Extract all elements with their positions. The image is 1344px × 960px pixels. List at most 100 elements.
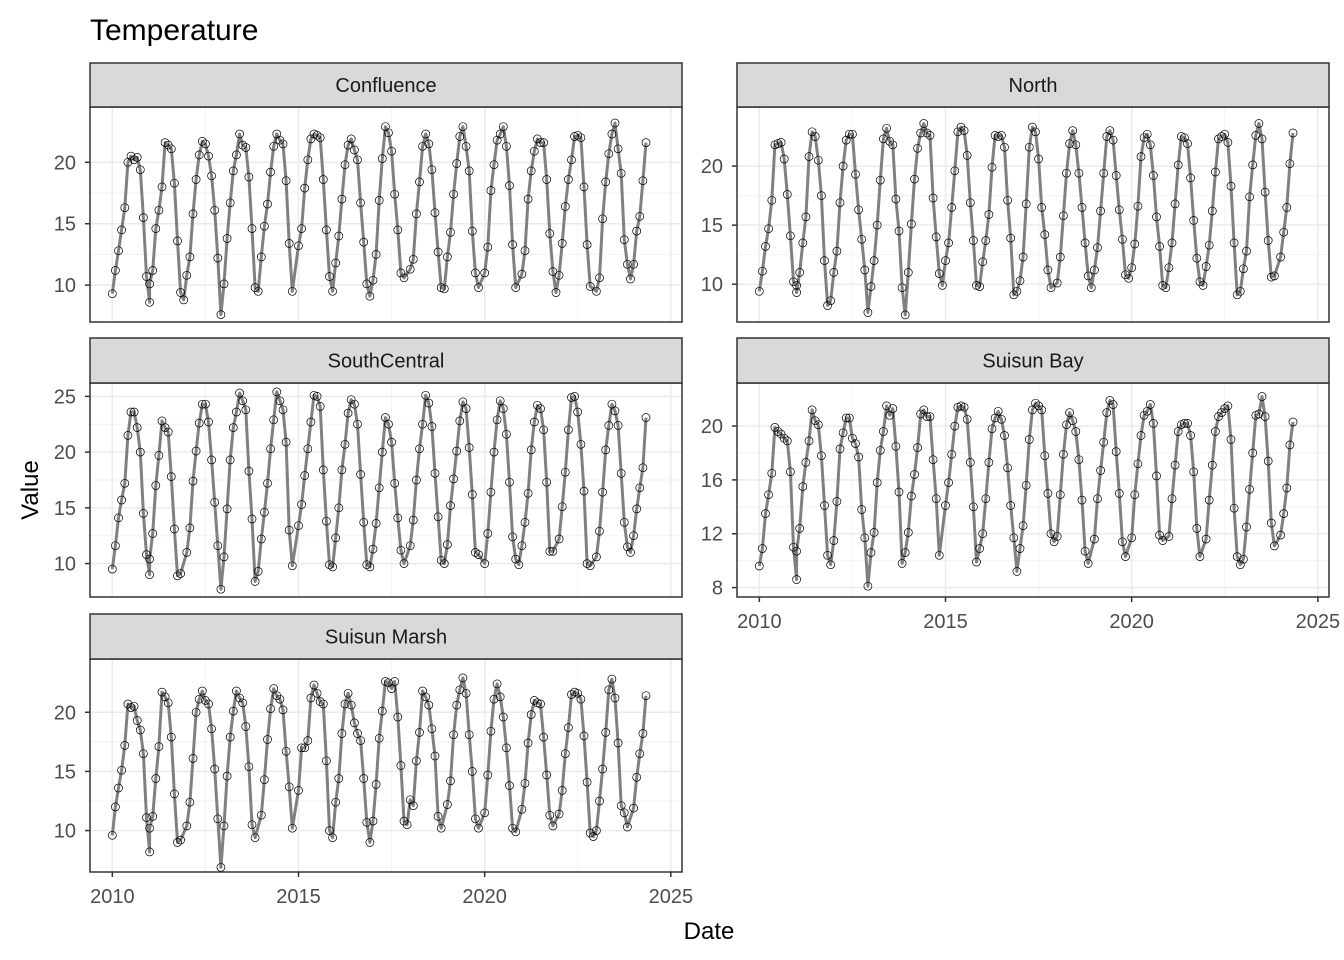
data-point (1086, 283, 1096, 293)
data-point (520, 517, 530, 527)
data-point (616, 168, 626, 178)
data-point (387, 684, 396, 693)
data-point (325, 560, 334, 570)
data-point (439, 559, 449, 568)
data-point (1192, 253, 1202, 263)
data-point (263, 478, 272, 488)
data-point (872, 478, 882, 487)
data-point (117, 225, 126, 235)
data-point (1192, 524, 1202, 533)
data-point (219, 552, 229, 562)
data-point (201, 139, 210, 149)
data-point (318, 699, 328, 709)
data-point (810, 132, 820, 141)
data-point (607, 129, 617, 139)
panel-north: North 10 15 20 (701, 62, 1330, 323)
data-point (256, 534, 266, 544)
data-point (1204, 240, 1214, 250)
data-point (1232, 290, 1242, 300)
data-point (754, 561, 764, 571)
data-point (844, 413, 854, 423)
data-point (947, 449, 957, 459)
data-point (396, 761, 406, 770)
data-point (498, 122, 508, 132)
data-point (601, 177, 611, 187)
data-point (353, 729, 362, 738)
data-point (1211, 167, 1220, 177)
data-point (337, 729, 347, 738)
data-point (910, 174, 919, 184)
data-point (1226, 181, 1236, 191)
data-point (160, 692, 170, 702)
data-point (129, 701, 139, 711)
data-point (1217, 132, 1226, 141)
data-point (114, 513, 123, 523)
data-point (786, 231, 795, 241)
data-point (374, 196, 384, 205)
data-point (1062, 168, 1071, 178)
data-point (882, 123, 891, 133)
data-point (1223, 138, 1233, 147)
data-point (399, 273, 409, 283)
data-point (160, 138, 170, 147)
data-point (207, 455, 216, 465)
data-point (374, 733, 384, 743)
data-point (151, 481, 161, 490)
data-point (145, 554, 154, 564)
data-point (449, 189, 458, 199)
data-point (536, 138, 545, 147)
data-point (486, 726, 496, 736)
data-point (1260, 412, 1270, 421)
data-point (947, 203, 957, 212)
data-point (474, 823, 483, 833)
data-point (1096, 466, 1105, 475)
data-point (284, 782, 294, 792)
data-point (461, 141, 471, 151)
data-point (415, 177, 424, 187)
data-point (492, 135, 502, 145)
data-point (424, 398, 434, 408)
data-point (595, 796, 604, 806)
data-point (1155, 530, 1164, 540)
data-point (1167, 494, 1177, 504)
data-point (925, 412, 935, 421)
data-point (520, 778, 530, 788)
data-point (219, 821, 229, 831)
data-point (635, 483, 645, 493)
data-point (564, 175, 573, 184)
data-point (166, 732, 176, 742)
data-point (260, 507, 269, 517)
strip-background (736, 62, 1330, 108)
data-point (1226, 435, 1236, 444)
data-point (188, 476, 198, 486)
data-point (1207, 460, 1217, 470)
data-point (573, 407, 583, 417)
data-point (962, 414, 972, 424)
data-point (1263, 236, 1273, 245)
data-point (294, 521, 303, 531)
data-point (601, 445, 611, 455)
data-point (907, 219, 916, 229)
data-point (228, 166, 238, 176)
data-point (882, 401, 891, 411)
y-tick-label: 12 (701, 524, 723, 546)
data-point (418, 686, 427, 696)
data-point (894, 487, 904, 497)
data-point (135, 165, 145, 175)
data-point (452, 446, 462, 456)
data-point (987, 424, 997, 434)
data-point (1195, 552, 1205, 561)
data-point (222, 771, 232, 781)
data-point (619, 808, 629, 818)
data-point (826, 296, 836, 306)
data-point (792, 546, 801, 556)
data-point (287, 286, 297, 296)
x-axis-title: Date (684, 918, 735, 945)
data-point (405, 264, 415, 274)
data-point (941, 501, 950, 510)
data-point (1000, 431, 1009, 440)
data-point (337, 465, 347, 475)
series-line (757, 395, 1295, 588)
data-point (585, 561, 595, 571)
data-point (396, 545, 406, 555)
